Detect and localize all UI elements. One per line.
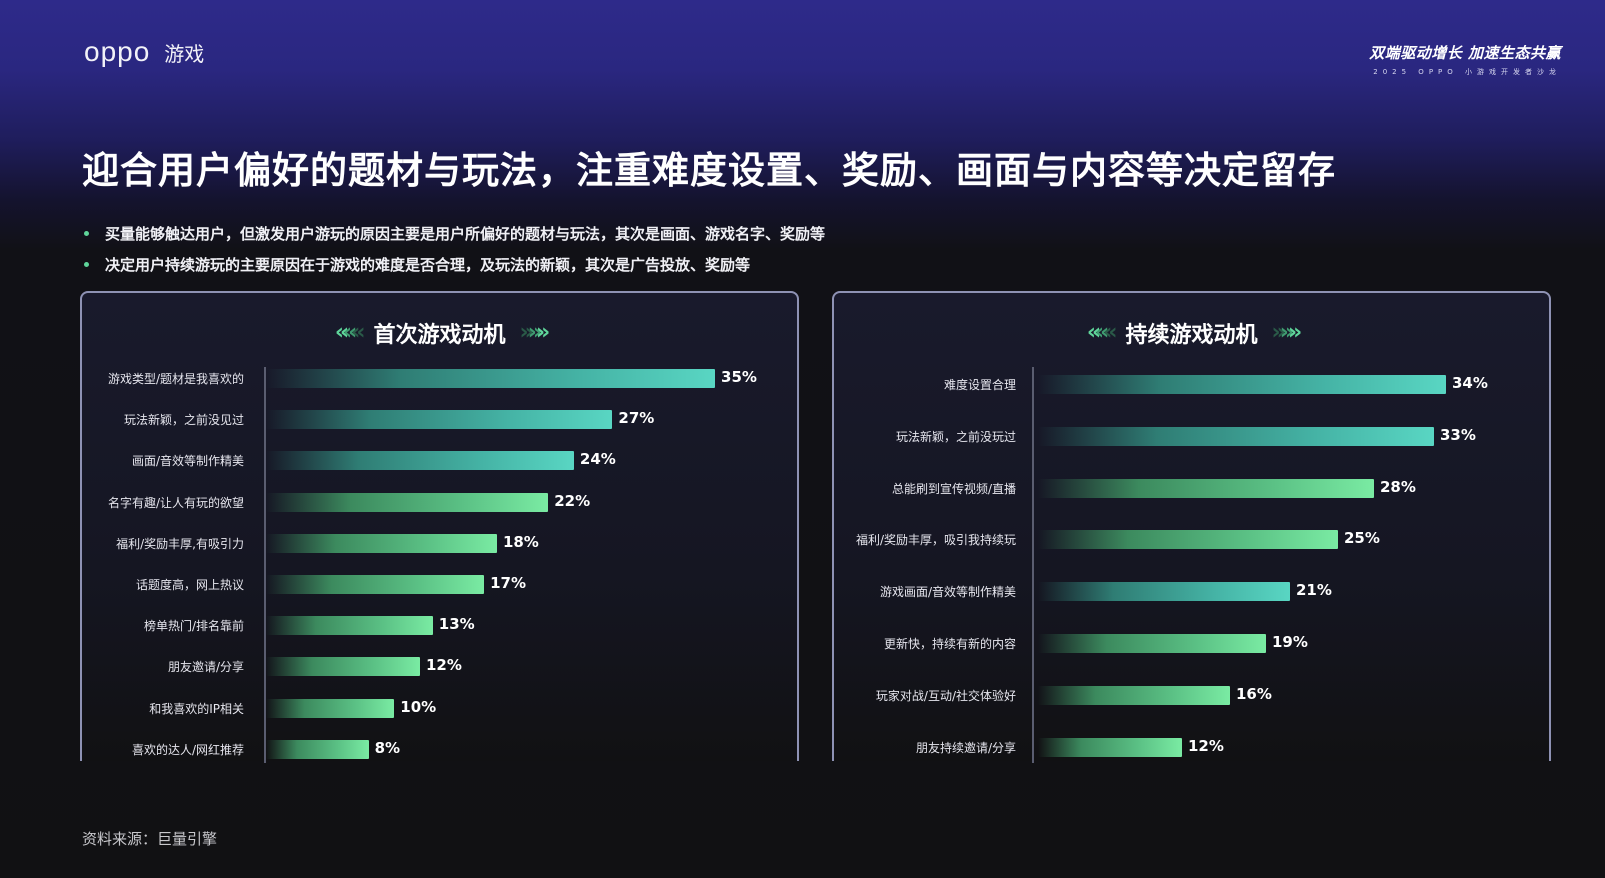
logo-subtitle: 游戏 [164, 41, 205, 66]
bar-value-label: 16% [1236, 684, 1272, 703]
bar-value-label: 17% [490, 574, 527, 592]
bar-label: 画面/音效等制作精美 [131, 454, 244, 469]
bar [1038, 685, 1230, 705]
event-badge: 双端驱动增长 加速生态共赢 2025 OPPO 小游戏开发者沙龙 [1369, 42, 1561, 77]
panel-title-text: 持续游戏动机 [1125, 323, 1258, 348]
bar-label: 名字有趣/让人有玩的欲望 [107, 495, 244, 510]
bar-label: 玩法新颖，之前没玩过 [895, 429, 1016, 444]
bar-label: 喜欢的达人/网红推荐 [131, 742, 244, 757]
bullet-dot-icon [84, 231, 89, 236]
bar-value-label: 34% [1452, 374, 1488, 392]
bar-value-label: 22% [554, 491, 591, 510]
panel-title: ««« 持续游戏动机 »»» [834, 317, 1549, 349]
logo: oppo 游戏 [84, 36, 204, 68]
panel-title: ««« 首次游戏动机 »»» [82, 317, 797, 349]
bullet-text: 决定用户持续游玩的主要原因在于游戏的难度是否合理，及玩法的新颖，其次是广告投放、… [105, 256, 751, 274]
bar-label: 游戏类型/题材是我喜欢的 [107, 372, 244, 386]
oppo-logo: oppo [84, 36, 151, 67]
chevrons-left-icon: ««« [334, 320, 366, 345]
bar-label: 福利/奖励丰厚,有吸引力 [116, 536, 244, 551]
bar-label: 朋友持续邀请/分享 [915, 740, 1016, 755]
event-subtitle: 2025 OPPO 小游戏开发者沙龙 [1373, 68, 1561, 76]
source-note: 资料来源：巨量引擎 [82, 830, 218, 848]
bar [266, 575, 485, 594]
bullet-list: 买量能够触达用户，但激发用户游玩的原因主要是用户所偏好的题材与玩法，其次是画面、… [84, 218, 825, 280]
bar-label: 难度设置合理 [943, 378, 1016, 392]
bar-label: 玩法新颖，之前没见过 [123, 413, 244, 428]
bar [266, 616, 433, 636]
bar-label: 和我喜欢的IP相关 [149, 701, 244, 716]
bar-value-label: 24% [579, 450, 616, 469]
bar [1038, 737, 1182, 757]
bar [266, 698, 395, 718]
y-axis-line [264, 367, 266, 763]
bar-value-label: 12% [425, 656, 462, 675]
chevrons-left-icon: ««« [1086, 320, 1118, 345]
bar-value-label: 10% [400, 697, 437, 716]
bar-value-label: 13% [438, 615, 475, 634]
bar [1038, 582, 1290, 602]
bar [266, 410, 613, 430]
bar-value-label: 28% [1380, 477, 1416, 496]
bar-value-label: 19% [1272, 633, 1308, 651]
bar [266, 451, 574, 471]
bar-value-label: 18% [502, 532, 539, 551]
event-title: 双端驱动增长 加速生态共赢 [1369, 44, 1561, 62]
y-axis-line [1032, 367, 1034, 763]
bar-value-label: 27% [618, 409, 655, 428]
bar [1038, 478, 1374, 498]
chevrons-right-icon: »»» [1271, 320, 1303, 345]
bullet-text: 买量能够触达用户，但激发用户游玩的原因主要是用户所偏好的题材与玩法，其次是画面、… [105, 225, 826, 243]
bar-value-label: 12% [1188, 736, 1224, 755]
bar-value-label: 25% [1344, 529, 1380, 548]
bar [1038, 634, 1266, 653]
bullet-item: 买量能够触达用户，但激发用户游玩的原因主要是用户所偏好的题材与玩法，其次是画面、… [84, 218, 825, 249]
bar-label: 游戏画面/音效等制作精美 [879, 585, 1016, 600]
bar-value-label: 8% [374, 738, 401, 757]
bullet-item: 决定用户持续游玩的主要原因在于游戏的难度是否合理，及玩法的新颖，其次是广告投放、… [84, 249, 825, 280]
bar-value-label: 21% [1296, 581, 1332, 600]
bar [266, 492, 549, 512]
chart-panel-first-play: ««« 首次游戏动机 »»» 游戏类型/题材是我喜欢的 35% 玩法新颖，之前没见过… [80, 291, 799, 763]
bullet-dot-icon [84, 262, 89, 267]
bar-label: 总能刷到宣传视频/直播 [891, 481, 1016, 496]
bar-label: 福利/奖励丰厚，吸引我持续玩 [855, 533, 1016, 548]
bar-label: 朋友邀请/分享 [167, 660, 244, 675]
bar-value-label: 35% [721, 368, 757, 386]
bar-label: 玩家对战/互动/社交体验好 [875, 688, 1016, 703]
bar-label: 更新快，持续有新的内容 [883, 637, 1016, 651]
bar-value-label: 33% [1440, 425, 1476, 444]
bar [266, 533, 497, 553]
bar [266, 739, 369, 759]
panel-title-text: 首次游戏动机 [373, 323, 506, 348]
bar [266, 657, 420, 677]
bar-label: 话题度高，网上热议 [135, 578, 244, 592]
bar-label: 榜单热门/排名靠前 [143, 619, 244, 634]
bar [1038, 530, 1338, 550]
chevrons-right-icon: »»» [519, 320, 551, 345]
bar [1038, 426, 1434, 446]
chart-panel-continued-play: ««« 持续游戏动机 »»» 难度设置合理 34% 玩法新颖，之前没玩过 33% 总能刷… [832, 291, 1551, 763]
bar [1038, 375, 1446, 394]
bar [266, 369, 716, 388]
page-title: 迎合用户偏好的题材与玩法，注重难度设置、奖励、画面与内容等决定留存 [82, 149, 1336, 192]
